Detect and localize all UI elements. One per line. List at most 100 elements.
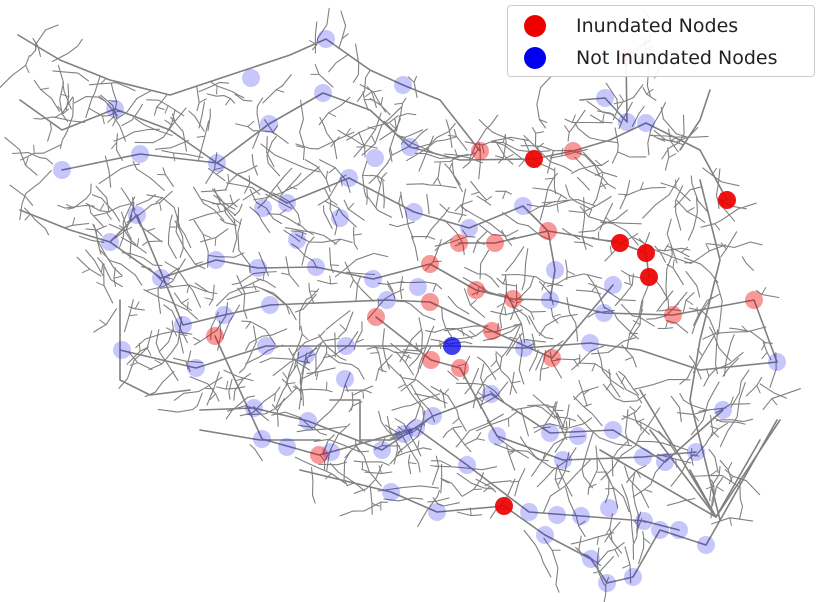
network-edge xyxy=(60,93,70,98)
network-edge xyxy=(594,159,602,166)
network-edge xyxy=(417,489,440,527)
network-edge xyxy=(632,320,641,326)
network-edge xyxy=(400,191,414,239)
network-edge xyxy=(679,364,695,385)
network-edge xyxy=(460,206,507,237)
network-edge xyxy=(624,465,650,509)
not-inundated-node xyxy=(208,154,226,172)
inundated-node xyxy=(471,142,489,160)
not-inundated-node xyxy=(278,438,296,456)
network-edge xyxy=(454,200,473,212)
network-edge xyxy=(235,123,278,136)
network-edge xyxy=(198,81,230,93)
network-edge xyxy=(267,213,301,227)
network-edge xyxy=(330,200,338,206)
not-inundated-node xyxy=(394,76,412,94)
network-edge xyxy=(57,105,64,114)
network-edge xyxy=(113,128,160,142)
network-edge xyxy=(406,183,457,189)
network-edge xyxy=(383,497,424,502)
network-edge xyxy=(102,115,105,125)
network-edge xyxy=(389,420,428,441)
network-edge xyxy=(185,360,189,370)
network-edge xyxy=(490,359,497,367)
network-edge xyxy=(458,188,467,223)
network-edge xyxy=(609,245,612,255)
not-inundated-node xyxy=(482,385,500,403)
network-edge xyxy=(328,167,336,174)
network-edge xyxy=(120,187,136,211)
network-edge xyxy=(603,576,610,602)
inundated-node xyxy=(495,497,513,515)
not-inundated-node xyxy=(364,270,382,288)
network-edge xyxy=(178,333,188,336)
network-edge xyxy=(643,489,653,493)
network-edge xyxy=(361,106,402,156)
legend-label-inundated: Inundated Nodes xyxy=(576,15,739,37)
network-edge xyxy=(495,351,503,358)
network-edge xyxy=(252,97,264,149)
node-layer-strong xyxy=(443,150,736,515)
network-edge xyxy=(148,324,182,371)
network-edge xyxy=(405,136,458,162)
network-edge xyxy=(208,252,245,258)
inundated-node xyxy=(422,351,440,369)
network-edge xyxy=(692,296,713,326)
network-edge xyxy=(154,359,163,365)
network-edge xyxy=(261,288,297,321)
not-inundated-node xyxy=(569,427,587,445)
network-edge xyxy=(215,169,224,175)
network-edge xyxy=(315,342,322,377)
network-edge xyxy=(400,370,420,392)
network-edge xyxy=(670,136,678,142)
network-edge xyxy=(85,249,104,276)
network-edge xyxy=(371,502,380,507)
network-edge xyxy=(527,404,564,428)
not-inundated-node xyxy=(314,84,332,102)
network-edge xyxy=(355,276,362,302)
network-edge xyxy=(617,102,623,110)
network-edge xyxy=(370,174,385,182)
network-edge xyxy=(620,304,655,327)
network-edge xyxy=(299,99,305,161)
not-inundated-node xyxy=(514,197,532,215)
network-edge xyxy=(409,317,423,367)
network-edge xyxy=(539,172,559,221)
network-edge xyxy=(382,328,390,370)
network-edge xyxy=(499,293,508,329)
network-edge xyxy=(759,383,787,399)
network-edge xyxy=(745,376,763,397)
network-edge xyxy=(586,274,606,310)
network-edge xyxy=(193,219,209,268)
network-edge xyxy=(171,113,176,122)
not-inundated-node xyxy=(128,206,146,224)
network-edge xyxy=(700,202,757,228)
network-edge xyxy=(20,144,62,161)
network-edge xyxy=(216,203,221,212)
network-edge xyxy=(445,119,453,149)
network-edge xyxy=(172,328,178,337)
legend-swatch-inundated xyxy=(524,15,546,37)
network-edge xyxy=(705,243,710,252)
network-edge xyxy=(345,128,351,136)
network-edge xyxy=(471,191,480,195)
network-edge xyxy=(505,153,514,159)
network-edge xyxy=(206,93,236,104)
network-edge xyxy=(219,218,238,226)
inundated-node xyxy=(206,327,224,345)
network-edge xyxy=(95,185,110,212)
network-edge xyxy=(216,386,246,390)
network-edge xyxy=(353,233,362,236)
network-edge xyxy=(214,237,217,246)
network-edge xyxy=(266,136,275,168)
network-edge xyxy=(567,109,586,142)
network-edge xyxy=(477,391,485,397)
network-edge xyxy=(694,422,728,457)
network-edge xyxy=(646,88,654,95)
inundated-node xyxy=(564,142,582,160)
network-edge xyxy=(237,218,251,274)
inundated-node xyxy=(467,281,485,299)
network-edge xyxy=(4,136,38,176)
network-edge xyxy=(389,123,397,130)
network-edge xyxy=(586,100,615,115)
